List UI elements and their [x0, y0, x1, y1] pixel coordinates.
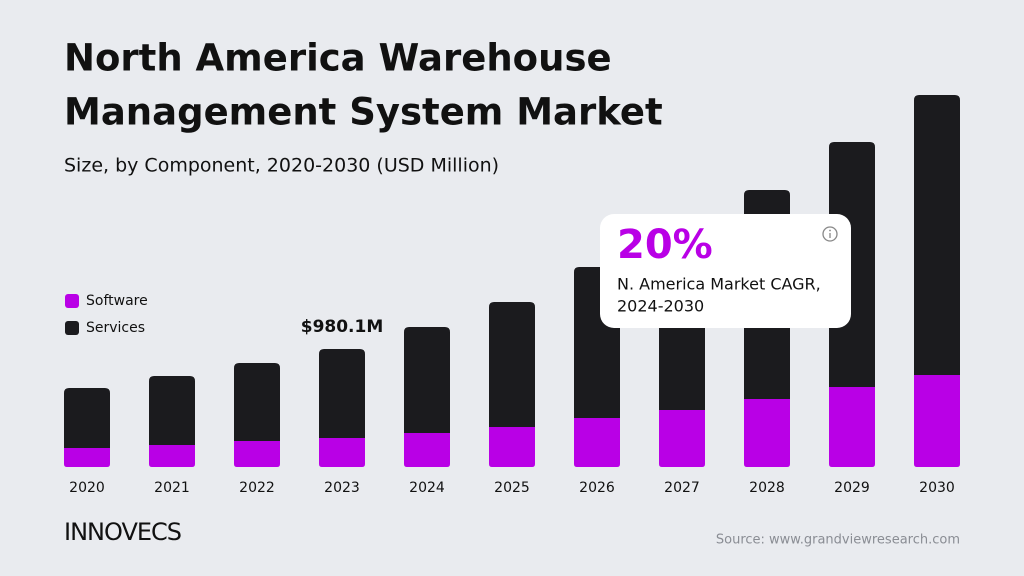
legend-swatch — [65, 294, 79, 308]
x-tick-label: 2025 — [494, 480, 530, 496]
bar-segment — [319, 437, 365, 467]
legend-swatch — [65, 321, 79, 335]
bar-segment — [404, 433, 450, 467]
bar-segment — [829, 387, 875, 467]
bar-segment — [914, 95, 960, 375]
source: Source: www.grandviewresearch.com — [716, 533, 960, 548]
bar-segment — [404, 326, 450, 434]
chart-subtitle: Size, by Component, 2020-2030 (USD Milli… — [64, 155, 499, 177]
bar-segment — [744, 398, 790, 467]
bar-segment — [489, 302, 535, 428]
x-tick-label: 2028 — [749, 480, 785, 496]
chart-title: Management System Market — [64, 91, 663, 134]
bar-segment — [149, 444, 195, 467]
bar-segment — [574, 417, 620, 467]
x-tick-label: 2022 — [239, 480, 275, 496]
callout-box — [600, 214, 851, 328]
x-tick-label: 2023 — [324, 480, 360, 496]
x-tick-label: 2020 — [69, 480, 105, 496]
chart-title: North America Warehouse — [64, 37, 612, 80]
x-tick-label: 2027 — [664, 480, 700, 496]
bar-segment — [149, 375, 195, 445]
bar-segment — [659, 410, 705, 467]
bar-segment — [489, 427, 535, 467]
data-label: $980.1M — [301, 317, 384, 337]
bar-segment — [914, 374, 960, 467]
callout-text: N. America Market CAGR, — [617, 275, 821, 294]
x-tick-label: 2029 — [834, 480, 870, 496]
callout-text: 2024-2030 — [617, 297, 704, 316]
x-tick-label: 2021 — [154, 480, 190, 496]
x-tick-label: 2026 — [579, 480, 615, 496]
bar-segment — [64, 387, 110, 448]
callout: 20% N. America Market CAGR, 2024-2030 — [600, 214, 851, 328]
bar-segment — [234, 440, 280, 467]
x-tick-label: 2030 — [919, 480, 955, 496]
bar-segment — [319, 348, 365, 438]
legend-label: Software — [86, 293, 148, 309]
legend-label: Services — [86, 320, 145, 336]
x-tick-label: 2024 — [409, 480, 445, 496]
info-icon — [822, 226, 838, 242]
info-icon — [829, 229, 831, 232]
logo: INNOVECS — [64, 518, 181, 546]
bar-segment — [64, 447, 110, 467]
bar-segment — [234, 362, 280, 441]
callout-headline: 20% — [617, 222, 713, 268]
